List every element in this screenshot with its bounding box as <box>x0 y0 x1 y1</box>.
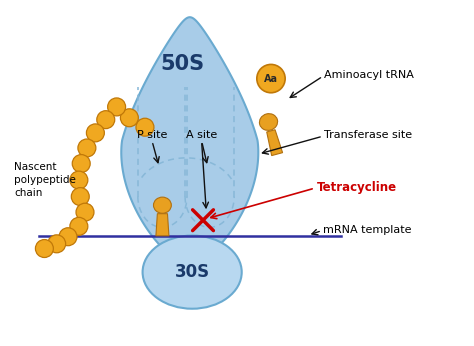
Text: Tetracycline: Tetracycline <box>317 181 397 194</box>
Circle shape <box>136 118 154 136</box>
Text: A site: A site <box>186 130 217 140</box>
Circle shape <box>70 171 88 189</box>
Circle shape <box>72 155 90 173</box>
Circle shape <box>71 188 89 206</box>
Circle shape <box>108 98 126 116</box>
Circle shape <box>70 217 88 235</box>
Circle shape <box>78 139 96 157</box>
Text: 30S: 30S <box>174 263 210 281</box>
Polygon shape <box>267 130 283 156</box>
Polygon shape <box>156 214 169 236</box>
Circle shape <box>97 111 115 129</box>
Text: Transferase site: Transferase site <box>324 130 412 140</box>
Circle shape <box>48 235 65 253</box>
Circle shape <box>76 203 94 221</box>
Circle shape <box>36 239 54 257</box>
Circle shape <box>257 64 285 93</box>
Polygon shape <box>121 17 258 263</box>
Circle shape <box>120 109 138 127</box>
Circle shape <box>86 124 104 142</box>
Circle shape <box>59 228 77 246</box>
Text: Nascent
polypeptide
chain: Nascent polypeptide chain <box>14 162 76 198</box>
Text: Aminoacyl tRNA: Aminoacyl tRNA <box>324 70 414 80</box>
Ellipse shape <box>259 113 278 130</box>
Text: Aa: Aa <box>264 74 278 84</box>
Text: mRNA template: mRNA template <box>323 225 411 235</box>
Text: 50S: 50S <box>161 54 205 74</box>
Text: P site: P site <box>137 130 167 140</box>
Ellipse shape <box>143 236 242 309</box>
Ellipse shape <box>154 197 171 213</box>
